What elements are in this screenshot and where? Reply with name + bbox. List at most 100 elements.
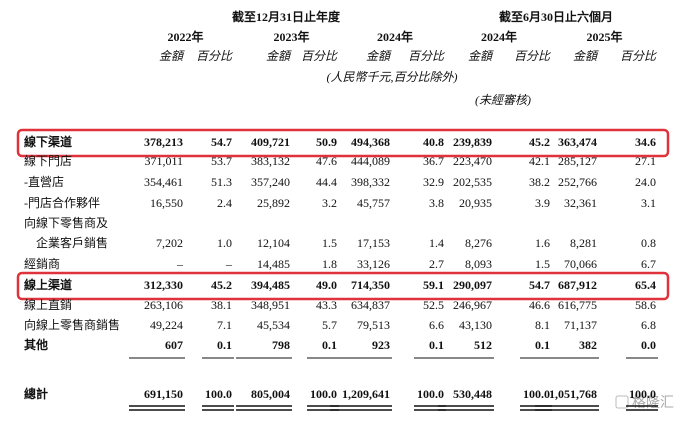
cell: 714,350 [351, 278, 390, 292]
cell: 409,721 [251, 135, 290, 149]
cell: 383,132 [251, 154, 290, 168]
unit-note: (人民幣千元,百分比除外) [327, 70, 458, 84]
cell: 3.1 [641, 196, 656, 210]
cell: 7.1 [217, 318, 232, 332]
cell: 70,066 [564, 257, 597, 271]
amount-header: 金額 [468, 49, 494, 63]
percent-header: 百分比 [301, 49, 338, 63]
row-label: -門店合作夥伴 [24, 195, 100, 210]
percent-header: 百分比 [514, 49, 551, 63]
cell: 100.0 [523, 387, 550, 401]
cell: 1.5 [322, 236, 337, 250]
cell: 1.0 [217, 236, 232, 250]
cell: 38.1 [211, 298, 232, 312]
cell: 34.6 [635, 135, 656, 149]
row-highlight [16, 271, 670, 301]
cell: 1,051,768 [549, 387, 597, 401]
cell: 14,485 [257, 257, 290, 271]
row-highlight [16, 128, 670, 158]
cell: 100.0 [417, 387, 444, 401]
cell: 38.2 [529, 175, 550, 189]
cell: 100.0 [310, 387, 337, 401]
cell: 223,470 [453, 154, 492, 168]
cell: 36.7 [423, 154, 444, 168]
cell: 6.6 [429, 318, 444, 332]
cell: 17,153 [357, 236, 390, 250]
row-label: 企業客戶銷售 [36, 235, 108, 250]
cell: 239,839 [453, 135, 492, 149]
cell: 378,213 [144, 135, 183, 149]
cell: 71,137 [564, 318, 597, 332]
cell: 27.1 [635, 154, 656, 168]
cell: 51.3 [211, 175, 232, 189]
cell: 32,361 [564, 196, 597, 210]
cell: 798 [272, 338, 290, 352]
cell: 7,202 [156, 236, 183, 250]
row-label: 經銷商 [24, 256, 60, 271]
cell: 371,011 [144, 154, 183, 168]
cell: 8,093 [465, 257, 492, 271]
cell: 32.9 [423, 175, 444, 189]
percent-header: 百分比 [620, 49, 657, 63]
period-group: 截至6月30日止六個月 [499, 9, 613, 24]
cell: 45,757 [357, 196, 390, 210]
row-label: 總計 [24, 386, 48, 401]
cell: 2.7 [429, 257, 444, 271]
cell: 24.0 [635, 175, 656, 189]
row-label: 向線下零售商及 [24, 215, 108, 230]
cell: 49,224 [150, 318, 183, 332]
cell: 354,461 [144, 175, 183, 189]
cell: 44.4 [316, 175, 337, 189]
year-header: 2023年 [273, 29, 309, 44]
cell: 1.6 [535, 236, 550, 250]
period-group: 截至12月31日止年度 [232, 9, 341, 24]
cell: 530,448 [453, 387, 492, 401]
cell: 0.1 [535, 338, 550, 352]
cell: 0.1 [322, 338, 337, 352]
cell: 3.2 [322, 196, 337, 210]
cell: 348,951 [251, 298, 290, 312]
cell: 8.1 [535, 318, 550, 332]
amount-header: 金額 [366, 49, 392, 63]
cell: 54.7 [529, 278, 550, 292]
cell: 1,209,641 [342, 387, 390, 401]
amount-header: 金額 [266, 49, 292, 63]
row-label: 線下門店 [24, 153, 72, 168]
watermark-logo [615, 395, 629, 409]
cell: 616,775 [558, 298, 597, 312]
cell: 0.0 [641, 338, 656, 352]
year-header: 2022年 [167, 29, 203, 44]
percent-header: 百分比 [408, 49, 445, 63]
cell: 12,104 [257, 236, 290, 250]
year-header: 2024年 [481, 29, 517, 44]
cell: 45.2 [529, 135, 550, 149]
cell: 805,004 [251, 387, 290, 401]
cell: 290,097 [453, 278, 492, 292]
cell: 382 [579, 338, 597, 352]
row-label: 線上渠道 [24, 277, 72, 292]
row-label: 向線上零售商銷售 [24, 317, 120, 332]
cell: 100.0 [205, 387, 232, 401]
cell: – [176, 257, 184, 271]
audit-note: (未經審核) [475, 93, 531, 107]
cell: 100.0 [629, 387, 656, 401]
cell: 3.8 [429, 196, 444, 210]
cell: 79,513 [357, 318, 390, 332]
amount-header: 金額 [573, 49, 599, 63]
cell: 43.3 [316, 298, 337, 312]
cell: 1.8 [322, 257, 337, 271]
cell: 8,276 [465, 236, 492, 250]
cell: 923 [372, 338, 390, 352]
row-label: -直營店 [24, 175, 64, 189]
cell: 1.4 [429, 236, 444, 250]
row-label: 線上直銷 [24, 297, 72, 312]
amount-header: 金額 [159, 49, 185, 63]
cell: 59.1 [423, 278, 444, 292]
cell: 0.8 [641, 236, 656, 250]
cell: 25,892 [257, 196, 290, 210]
cell: 53.7 [211, 154, 232, 168]
cell: 58.6 [635, 298, 656, 312]
cell: 45,534 [257, 318, 290, 332]
cell: 512 [474, 338, 492, 352]
cell: 202,535 [453, 175, 492, 189]
